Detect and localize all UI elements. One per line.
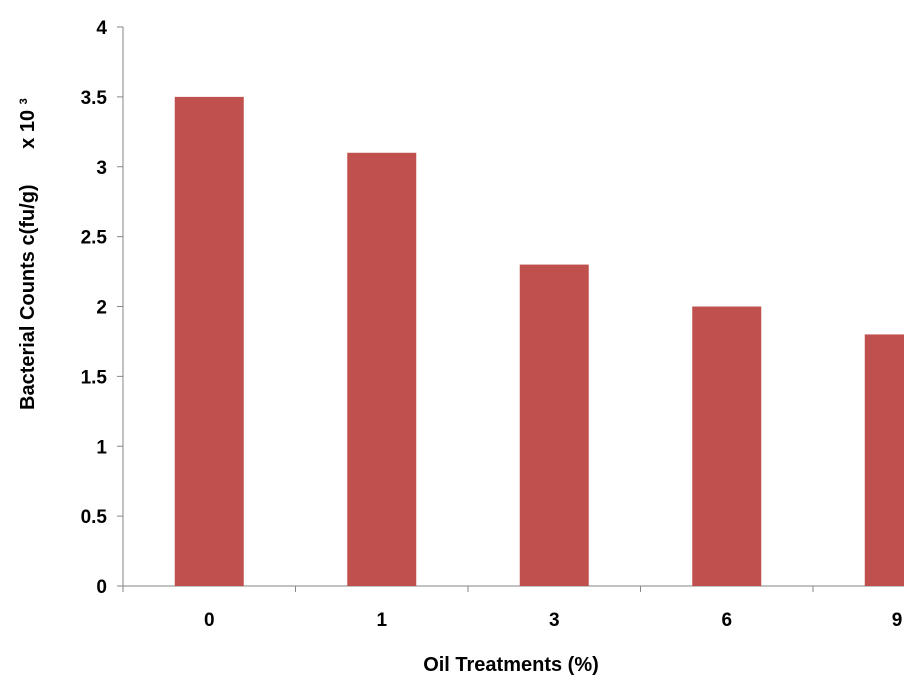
x-tick-label: 9 xyxy=(892,610,903,631)
x-tick-label: 0 xyxy=(204,610,215,631)
y-tick-label: 1 xyxy=(96,437,107,458)
bar-9 xyxy=(864,334,904,586)
x-axis-title: Oil Treatments (%) xyxy=(423,654,599,676)
y-tick-label: 3 xyxy=(96,158,107,179)
bar-1 xyxy=(347,152,417,586)
y-tick-label: 0.5 xyxy=(81,507,108,528)
x-tick-label: 3 xyxy=(549,610,560,631)
x-tick-label: 6 xyxy=(721,610,732,631)
bar-6 xyxy=(692,306,762,586)
y-axis-title-exponent: 3 xyxy=(18,98,30,104)
y-tick-label: 4 xyxy=(96,18,107,39)
x-tick-label: 1 xyxy=(376,610,387,631)
bar-0 xyxy=(174,96,244,586)
y-axis: 0 0.5 1 1.5 2 2.5 3 3.5 4 xyxy=(81,18,124,598)
bars xyxy=(174,96,904,586)
bar-3 xyxy=(519,264,589,586)
y-tick-label: 0 xyxy=(96,577,107,598)
y-axis-title: Bacterial Counts c(fu/g) x 10 3 xyxy=(17,98,39,410)
y-tick-label: 2.5 xyxy=(81,228,108,249)
x-axis: 0 1 3 6 9 xyxy=(122,585,904,631)
y-tick-label: 1.5 xyxy=(81,367,108,388)
y-axis-title-unit: x 10 xyxy=(17,110,39,149)
y-tick-label: 2 xyxy=(96,298,107,319)
y-tick-label: 3.5 xyxy=(81,88,108,109)
y-axis-title-main: Bacterial Counts c(fu/g) xyxy=(17,184,39,410)
